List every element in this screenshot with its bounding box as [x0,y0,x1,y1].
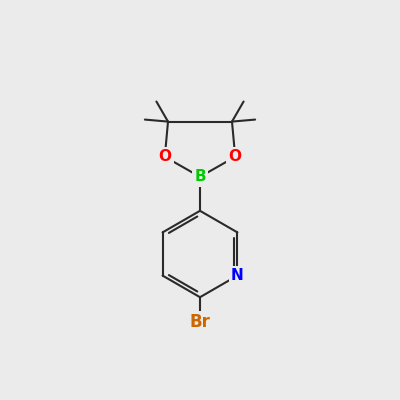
Text: O: O [229,149,242,164]
Text: O: O [158,149,171,164]
Text: B: B [194,169,206,184]
Text: N: N [231,268,244,283]
Text: Br: Br [190,313,210,331]
